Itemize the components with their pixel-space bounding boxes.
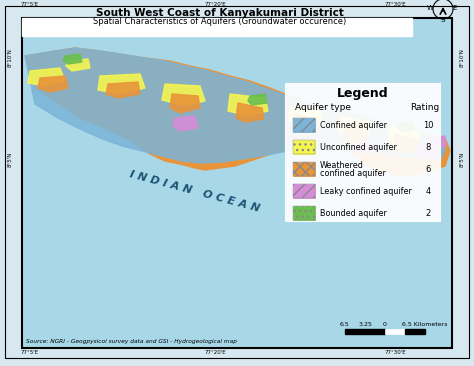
Text: Spatial Characteristics of Aquifers (Groundwater occurence): Spatial Characteristics of Aquifers (Gro… bbox=[93, 16, 346, 26]
Text: Aquifer type: Aquifer type bbox=[295, 102, 351, 112]
Text: Leaky confined aquifer: Leaky confined aquifer bbox=[320, 187, 412, 195]
Polygon shape bbox=[293, 114, 318, 133]
Text: 0: 0 bbox=[383, 322, 387, 327]
Polygon shape bbox=[353, 141, 372, 153]
Text: Confined aquifer: Confined aquifer bbox=[320, 120, 387, 130]
Bar bbox=[293, 184, 315, 198]
Polygon shape bbox=[162, 84, 205, 106]
Text: 77°20'E: 77°20'E bbox=[204, 350, 226, 355]
Text: confined aquifer: confined aquifer bbox=[320, 168, 386, 178]
Text: 77°5'E: 77°5'E bbox=[21, 350, 39, 355]
Text: 6.5 Kilometers: 6.5 Kilometers bbox=[402, 322, 448, 327]
Text: 77°5'E: 77°5'E bbox=[21, 2, 39, 7]
Polygon shape bbox=[398, 122, 414, 132]
Text: 10: 10 bbox=[423, 120, 433, 130]
Polygon shape bbox=[28, 68, 65, 86]
Text: Bounded aquifer: Bounded aquifer bbox=[320, 209, 387, 217]
Bar bbox=[385, 329, 405, 334]
Bar bbox=[345, 329, 385, 334]
Polygon shape bbox=[288, 106, 322, 126]
Polygon shape bbox=[228, 94, 268, 116]
Polygon shape bbox=[63, 54, 82, 64]
Polygon shape bbox=[343, 124, 368, 143]
Bar bbox=[293, 162, 315, 176]
Polygon shape bbox=[106, 82, 140, 98]
Bar bbox=[293, 206, 315, 220]
Polygon shape bbox=[388, 126, 420, 146]
Text: 2: 2 bbox=[425, 209, 430, 217]
Polygon shape bbox=[248, 94, 267, 105]
Text: 3.25: 3.25 bbox=[358, 322, 372, 327]
Polygon shape bbox=[98, 74, 145, 94]
Text: W: W bbox=[427, 5, 434, 11]
Text: 8°10'N: 8°10'N bbox=[8, 48, 12, 67]
Bar bbox=[293, 184, 315, 198]
Polygon shape bbox=[38, 76, 68, 92]
Text: I N D I A N   O C E A N: I N D I A N O C E A N bbox=[129, 169, 261, 213]
Text: 8: 8 bbox=[425, 142, 431, 152]
Bar bbox=[293, 206, 315, 220]
Text: 4: 4 bbox=[425, 187, 430, 195]
Bar bbox=[293, 118, 315, 132]
Text: Rating: Rating bbox=[410, 102, 439, 112]
Text: S: S bbox=[441, 17, 445, 23]
Text: 77°30'E: 77°30'E bbox=[384, 2, 406, 7]
Polygon shape bbox=[173, 116, 198, 131]
Polygon shape bbox=[338, 116, 370, 136]
Text: 77°30'E: 77°30'E bbox=[384, 350, 406, 355]
Text: E: E bbox=[452, 5, 456, 11]
Text: 6: 6 bbox=[425, 164, 431, 173]
Bar bbox=[285, 83, 440, 221]
Text: 77°20'E: 77°20'E bbox=[204, 2, 226, 7]
Text: 8°5'N: 8°5'N bbox=[8, 152, 12, 167]
Text: South West Coast of Kanyakumari District: South West Coast of Kanyakumari District bbox=[96, 8, 344, 18]
Bar bbox=[22, 18, 412, 36]
Bar bbox=[293, 140, 315, 154]
Bar bbox=[405, 329, 425, 334]
Text: Source: NGRI - Geogpysicol survey data and GSI - Hydrogeological map: Source: NGRI - Geogpysicol survey data a… bbox=[26, 339, 237, 344]
Text: 8°10'N: 8°10'N bbox=[459, 48, 465, 67]
Text: Legend: Legend bbox=[337, 86, 388, 100]
Text: Weathered: Weathered bbox=[320, 161, 364, 171]
Polygon shape bbox=[236, 103, 264, 122]
Polygon shape bbox=[25, 48, 445, 163]
Polygon shape bbox=[25, 48, 450, 176]
Bar bbox=[293, 118, 315, 132]
Bar bbox=[293, 140, 315, 154]
Polygon shape bbox=[393, 134, 418, 152]
Polygon shape bbox=[416, 146, 437, 158]
Bar bbox=[293, 162, 315, 176]
Polygon shape bbox=[66, 59, 90, 71]
Text: Unconfined aquifer: Unconfined aquifer bbox=[320, 142, 397, 152]
Polygon shape bbox=[426, 136, 446, 148]
Text: 8°5'N: 8°5'N bbox=[459, 152, 465, 167]
Text: N: N bbox=[439, 0, 447, 1]
Text: 6.5: 6.5 bbox=[340, 322, 350, 327]
Polygon shape bbox=[170, 94, 200, 113]
